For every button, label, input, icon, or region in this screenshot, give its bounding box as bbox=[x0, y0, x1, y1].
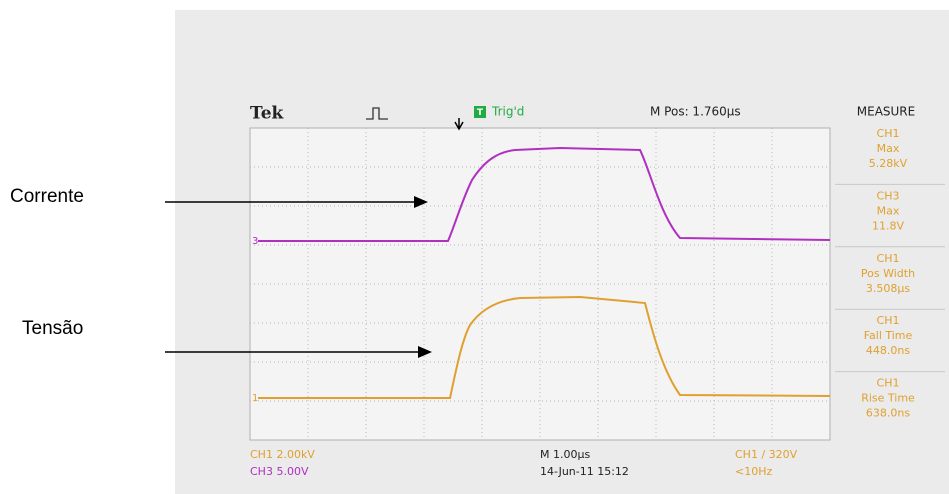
measure-channel: CH1 bbox=[877, 377, 900, 390]
menu: MEASURE bbox=[857, 105, 915, 119]
page: Corrente Tensão Tek T Trig'd M Pos: 1.76… bbox=[0, 0, 949, 494]
measure-value: 11.8V bbox=[872, 219, 904, 232]
measure-label: Fall Time bbox=[864, 329, 913, 342]
ch3-scale: CH3 5.00V bbox=[250, 465, 309, 478]
ch3-marker: 3 bbox=[252, 236, 258, 247]
trig-marker: T bbox=[477, 108, 484, 118]
ch1-scale: CH1 2.00kV bbox=[250, 448, 315, 461]
measure-channel: CH3 bbox=[877, 189, 900, 202]
measure-value: 638.0ns bbox=[866, 407, 910, 420]
measure-label: Pos Width bbox=[861, 267, 915, 280]
measure-value: 3.508µs bbox=[866, 282, 910, 295]
measure-channel: CH1 bbox=[877, 314, 900, 327]
timebase: M 1.00µs bbox=[540, 448, 590, 461]
measure-label: Max bbox=[877, 204, 900, 217]
annotation: Corrente bbox=[10, 186, 84, 207]
trigger-status: Trig'd bbox=[491, 105, 524, 119]
brand: Tek bbox=[250, 104, 285, 124]
ch1-marker: 1 bbox=[252, 393, 258, 404]
frequency: <10Hz bbox=[735, 465, 772, 478]
annotation: Tensão bbox=[22, 318, 83, 339]
position: M Pos: 1.760µs bbox=[650, 105, 741, 119]
timestamp: 14-Jun-11 15:12 bbox=[540, 465, 629, 478]
measure-channel: CH1 bbox=[877, 127, 900, 140]
measure-channel: CH1 bbox=[877, 252, 900, 265]
measure-label: Max bbox=[877, 142, 900, 155]
measure-label: Rise Time bbox=[861, 392, 915, 405]
measure-value: 448.0ns bbox=[866, 344, 910, 357]
measure-value: 5.28kV bbox=[869, 157, 908, 170]
trigger-level: CH1 / 320V bbox=[735, 448, 798, 461]
